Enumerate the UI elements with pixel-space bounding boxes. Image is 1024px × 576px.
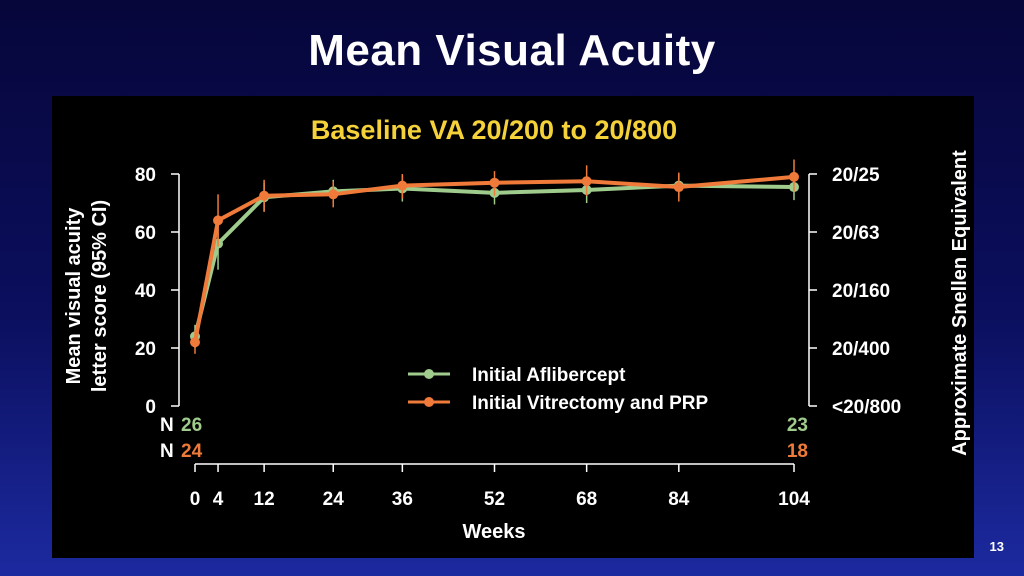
n-label: N (160, 441, 174, 462)
x-axis-label: Weeks (462, 521, 525, 543)
right-y-axis-label: Approximate Snellen Equivalent (949, 150, 971, 456)
data-point (259, 190, 270, 201)
n-end-value: 23 (787, 415, 808, 436)
n-labels: N 26 23 N 24 18 (160, 415, 808, 462)
data-point (789, 171, 799, 182)
data-point (489, 177, 500, 188)
y-tick-label: 20 (135, 339, 156, 360)
series-line (193, 183, 795, 337)
n-end-value: 18 (787, 441, 808, 462)
right-tick-label: 20/63 (832, 223, 880, 244)
slide-title: Mean Visual Acuity (308, 26, 716, 75)
right-tick-label: <20/800 (832, 397, 901, 418)
series-vitrectomy (190, 159, 799, 354)
series-aflibercept (190, 174, 799, 348)
legend-marker (424, 369, 434, 379)
y-tick-label: 0 (145, 397, 156, 418)
n-label: N (160, 415, 174, 436)
legend-marker (424, 397, 434, 407)
x-tick-label: 104 (778, 489, 810, 510)
x-tick-label: 52 (484, 489, 505, 510)
data-point (397, 180, 408, 191)
x-tick-label: 0 (190, 489, 201, 510)
x-tick-label: 12 (254, 489, 275, 510)
data-point (213, 215, 224, 226)
n-start-value: 26 (181, 415, 202, 436)
legend-label: Initial Aflibercept (472, 365, 626, 386)
data-point (190, 337, 200, 348)
y-axis-label-line1: Mean visual acuity (63, 207, 85, 385)
x-tick-label: 84 (668, 489, 690, 510)
page-number: 13 (989, 539, 1004, 554)
visual-acuity-chart: Baseline VA 20/200 to 20/800 Mean visual… (63, 115, 971, 543)
legend-label: Initial Vitrectomy and PRP (472, 393, 708, 414)
y-axis-label-line2: letter score (95% CI) (89, 200, 111, 392)
y-tick-label: 60 (135, 223, 156, 244)
x-tick-label: 24 (323, 489, 345, 510)
y-tick-label: 40 (135, 281, 156, 302)
x-tick-label: 4 (213, 489, 224, 510)
chart-title: Baseline VA 20/200 to 20/800 (311, 115, 677, 145)
right-tick-label: 20/25 (832, 165, 880, 186)
right-tick-label: 20/160 (832, 281, 890, 302)
y-tick-label: 80 (135, 165, 156, 186)
x-tick-label: 36 (392, 489, 413, 510)
data-point (673, 182, 684, 193)
data-point (328, 189, 339, 200)
legend: Initial Aflibercept Initial Vitrectomy an… (408, 365, 708, 414)
axes (171, 173, 817, 472)
chart-panel: Baseline VA 20/200 to 20/800 Mean visual… (52, 96, 974, 558)
data-point (581, 176, 592, 187)
right-tick-label: 20/400 (832, 339, 890, 360)
x-tick-label: 68 (576, 489, 597, 510)
series-layer (190, 159, 799, 354)
n-start-value: 24 (181, 441, 203, 462)
